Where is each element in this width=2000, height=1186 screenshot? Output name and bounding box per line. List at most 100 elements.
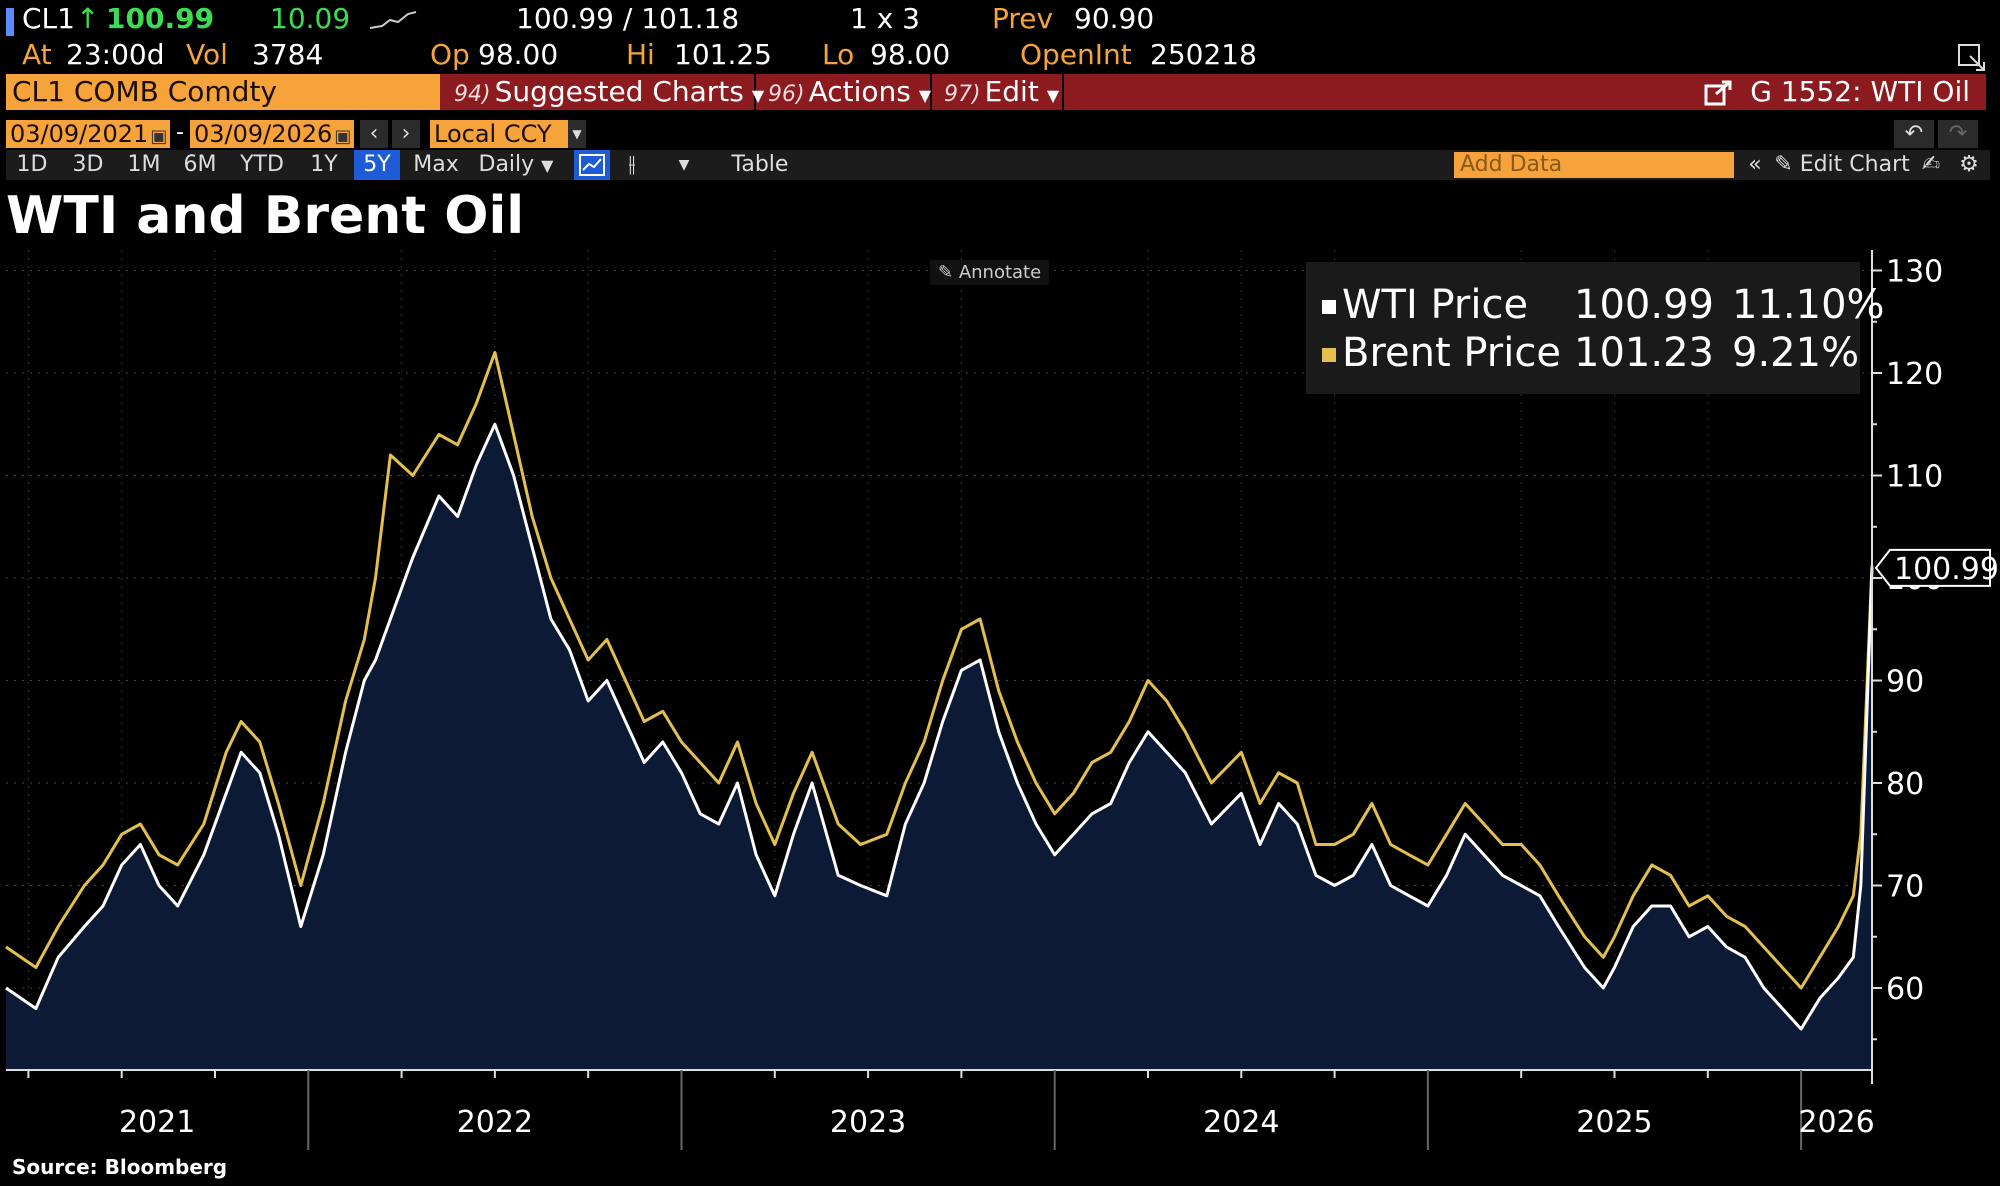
low-value: 98.00 bbox=[870, 38, 951, 71]
open-interest-label: OpenInt bbox=[1020, 38, 1132, 71]
edit-chart-button[interactable]: ✎ Edit Chart bbox=[1774, 150, 1910, 180]
annotate-button[interactable]: ✎ Annotate bbox=[930, 260, 1050, 285]
last-value-label: 100.99 bbox=[1894, 552, 1999, 587]
period-1y[interactable]: 1Y bbox=[310, 152, 338, 177]
x-tick-label: 2025 bbox=[1576, 1105, 1652, 1140]
redo-button[interactable]: ↷ bbox=[1938, 120, 1978, 148]
start-date-field[interactable]: 03/09/2021 ▣ bbox=[6, 120, 170, 148]
edit-chart-label: Edit Chart bbox=[1799, 152, 1910, 177]
annotate-label: Annotate bbox=[958, 262, 1042, 283]
at-time: 23:00d bbox=[66, 38, 165, 71]
brent-line bbox=[5, 351, 1874, 990]
low-label: Lo bbox=[822, 38, 855, 71]
bid-ask: 100.99 / 101.18 bbox=[516, 2, 740, 35]
legend-last: 100.99 bbox=[1574, 282, 1714, 328]
up-arrow-icon: ↑ bbox=[76, 2, 100, 35]
x-tick-label: 2021 bbox=[119, 1105, 195, 1140]
high-label: Hi bbox=[626, 38, 655, 71]
period-1d[interactable]: 1D bbox=[16, 152, 48, 177]
prev-value: 90.90 bbox=[1074, 2, 1155, 35]
period-max[interactable]: Max bbox=[413, 152, 459, 177]
prev-range-button[interactable]: ‹ bbox=[360, 120, 388, 148]
y-tick-label: 70 bbox=[1886, 870, 1924, 905]
caret-down-icon: ▼ bbox=[572, 127, 582, 141]
price-chart[interactable]: 60708090100110120130100.9920212022202320… bbox=[0, 250, 2000, 1160]
open-interest-value: 250218 bbox=[1150, 38, 1257, 71]
x-tick-label: 2022 bbox=[457, 1105, 533, 1140]
candle-chart-button[interactable]: ⫲ bbox=[614, 150, 650, 180]
period-6m[interactable]: 6M bbox=[183, 152, 217, 177]
x-tick-label: 2026 bbox=[1798, 1105, 1874, 1140]
period-ytd[interactable]: YTD bbox=[240, 152, 284, 177]
security-field[interactable]: CL1 COMB Comdty bbox=[6, 74, 440, 110]
suggested-charts-menu[interactable]: 94) Suggested Charts ▼ bbox=[444, 74, 764, 110]
legend-pct: 9.21% bbox=[1732, 330, 1860, 376]
y-tick-label: 110 bbox=[1886, 460, 1943, 495]
gear-icon: ⚙ bbox=[1959, 152, 1979, 177]
settings-button[interactable]: ⚙ bbox=[1952, 150, 1986, 180]
popout-icon[interactable] bbox=[1956, 42, 1988, 72]
edit-menu[interactable]: 97) Edit ▼ bbox=[934, 74, 1064, 110]
ticker[interactable]: CL1 bbox=[22, 2, 75, 35]
line-chart-button[interactable] bbox=[574, 150, 610, 180]
candle-chart-icon: ⫲ bbox=[628, 152, 636, 177]
quote-line-1: CL1 ↑ 100.99 10.09 100.99 / 101.18 1 x 3… bbox=[0, 2, 2000, 38]
undo-button[interactable]: ↶ bbox=[1894, 120, 1934, 148]
y-tick-label: 60 bbox=[1886, 972, 1924, 1007]
undo-icon: ↶ bbox=[1904, 121, 1924, 146]
legend-swatch-wti bbox=[1322, 300, 1336, 314]
currency-dropdown[interactable]: ▼ bbox=[568, 120, 586, 148]
net-change: 10.09 bbox=[270, 2, 351, 35]
legend-name: WTI Price bbox=[1342, 282, 1529, 328]
next-range-button[interactable]: › bbox=[392, 120, 420, 148]
table-button[interactable]: Table bbox=[731, 152, 789, 177]
collapse-button[interactable]: « bbox=[1740, 150, 1770, 180]
pencil-icon: ✎ bbox=[938, 262, 954, 283]
add-data-input[interactable]: Add Data bbox=[1454, 152, 1734, 178]
end-date-field[interactable]: 03/09/2026 ▣ bbox=[190, 120, 354, 148]
legend-brent[interactable]: Brent Price 101.23 9.21% bbox=[1322, 330, 1859, 376]
chart-id[interactable]: G 1552: WTI Oil bbox=[1704, 74, 1970, 110]
y-tick-label: 130 bbox=[1886, 255, 1943, 290]
period-1m[interactable]: 1M bbox=[127, 152, 161, 177]
period-3d[interactable]: 3D bbox=[72, 152, 104, 177]
last-price: 100.99 bbox=[106, 2, 215, 35]
frequency-label: Daily bbox=[478, 152, 535, 177]
x-tick-label: 2023 bbox=[830, 1105, 906, 1140]
redo-icon: ↷ bbox=[1948, 121, 1968, 146]
actions-menu[interactable]: 96) Actions ▼ bbox=[758, 74, 932, 110]
open-value: 98.00 bbox=[478, 38, 559, 71]
wti-line bbox=[5, 422, 1874, 1031]
chevron-left-icon: ‹ bbox=[369, 121, 379, 146]
y-tick-label: 80 bbox=[1886, 767, 1924, 802]
calendar-icon: ▣ bbox=[150, 126, 168, 147]
period-toolbar: 1D 3D 1M 6M YTD 1Y 5Y Max Daily ▼ ⫲ ▼ Ta… bbox=[6, 150, 1990, 180]
menu-label: Edit bbox=[984, 75, 1039, 108]
external-link-icon bbox=[1704, 80, 1732, 106]
caret-down-icon: ▼ bbox=[678, 157, 690, 173]
prev-label: Prev bbox=[992, 2, 1054, 35]
legend-swatch-brent bbox=[1322, 348, 1336, 362]
legend-wti[interactable]: WTI Price 100.99 11.10% bbox=[1322, 282, 1885, 328]
annotation-tool-button[interactable]: ✍ bbox=[1914, 150, 1948, 180]
chart-type-dropdown[interactable]: ▼ bbox=[670, 150, 698, 180]
chart-title: WTI and Brent Oil bbox=[6, 186, 525, 246]
menu-label: Actions bbox=[808, 75, 911, 108]
x-tick-label: 2024 bbox=[1203, 1105, 1279, 1140]
currency-field[interactable]: Local CCY bbox=[430, 120, 568, 148]
end-date: 03/09/2026 bbox=[194, 120, 333, 148]
sparkline-icon bbox=[369, 11, 417, 29]
menu-number: 96) bbox=[768, 82, 805, 107]
date-dash: - bbox=[176, 120, 184, 145]
pencil-icon: ✎ bbox=[1774, 152, 1793, 177]
frequency-dropdown[interactable]: Daily ▼ bbox=[468, 150, 564, 180]
quote-line-2: At 23:00d Vol 3784 Op 98.00 Hi 101.25 Lo… bbox=[0, 38, 2000, 74]
chart-source: Source: Bloomberg bbox=[12, 1155, 228, 1179]
legend-name: Brent Price bbox=[1342, 330, 1561, 376]
legend-pct: 11.10% bbox=[1732, 282, 1885, 328]
chart-id-label: G 1552: WTI Oil bbox=[1750, 75, 1970, 108]
vol-label: Vol bbox=[186, 38, 228, 71]
period-5y[interactable]: 5Y bbox=[354, 150, 400, 180]
caret-down-icon: ▼ bbox=[918, 86, 932, 105]
double-chevron-left-icon: « bbox=[1748, 152, 1762, 177]
